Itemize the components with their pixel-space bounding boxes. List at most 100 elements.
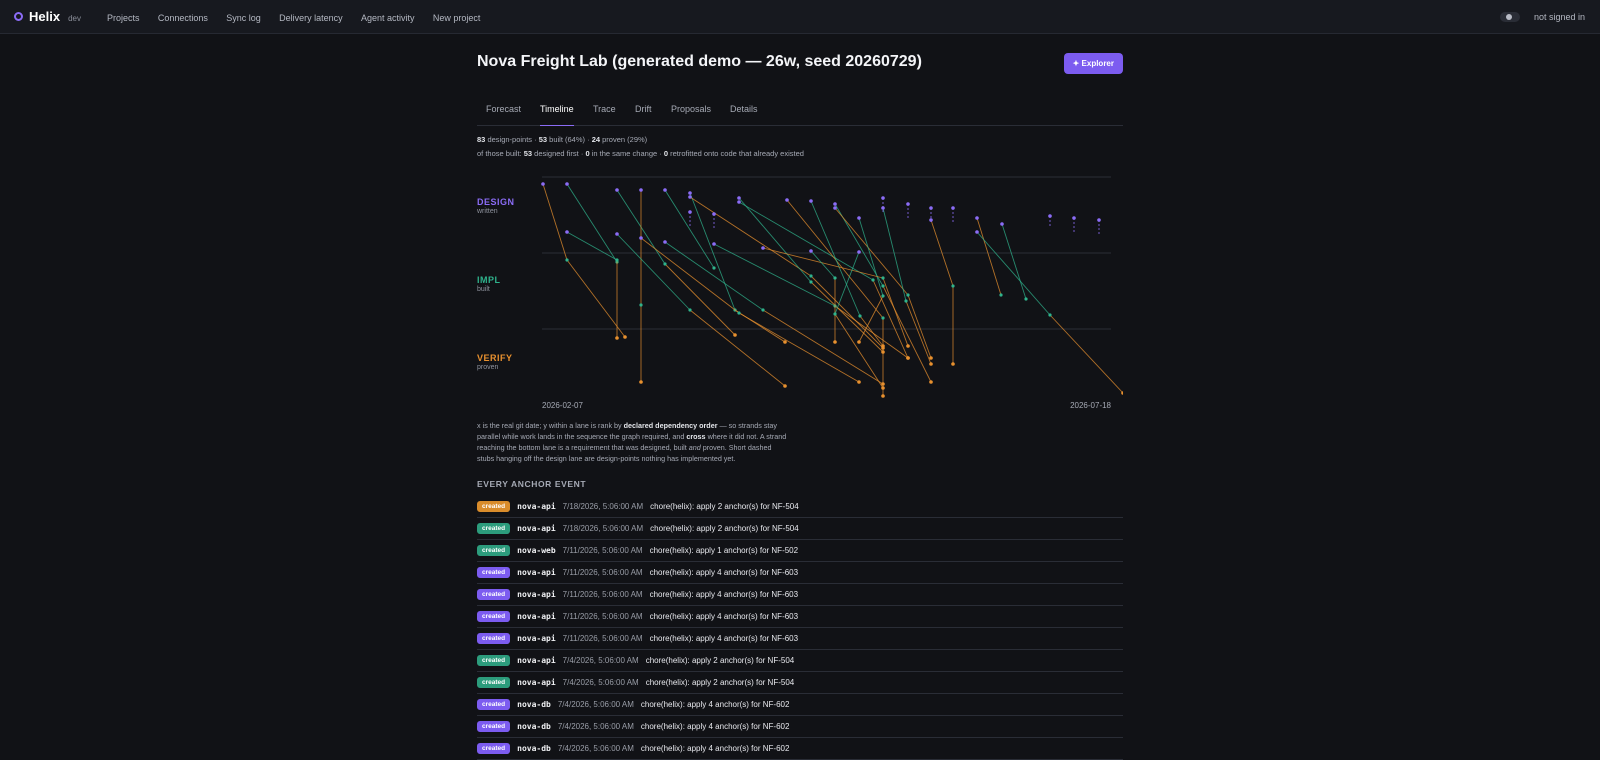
lane-verify-sub: proven xyxy=(477,364,499,371)
strand-impl-verify xyxy=(859,315,884,347)
explain-text-3: where it did not. A strand reaching the … xyxy=(477,432,787,452)
stat-designed-first-label: designed first xyxy=(534,149,579,158)
signin-status[interactable]: not signed in xyxy=(1533,12,1585,22)
event-repo: nova-db xyxy=(517,744,551,753)
design-point xyxy=(712,212,716,216)
design-point xyxy=(857,250,861,254)
strand-design-impl xyxy=(976,217,1002,296)
nav-sync-log[interactable]: Sync log xyxy=(226,12,261,23)
tab-proposals[interactable]: Proposals xyxy=(671,104,712,114)
tab-details[interactable]: Details xyxy=(730,104,758,114)
event-message: chore(helix): apply 4 anchor(s) for NF-6… xyxy=(640,744,790,753)
impl-point xyxy=(615,258,619,262)
design-point xyxy=(639,236,643,240)
design-point xyxy=(737,200,741,204)
nav-projects[interactable]: Projects xyxy=(106,12,140,23)
event-badge: created xyxy=(477,633,511,644)
event-message: chore(helix): apply 4 anchor(s) for NF-6… xyxy=(640,722,790,731)
brand[interactable]: Helix dev xyxy=(14,9,81,24)
verify-point xyxy=(623,335,627,339)
strand-design-impl xyxy=(810,250,836,279)
strand-impl-verify xyxy=(738,312,860,383)
stat-built-label: built (64%) xyxy=(549,135,586,144)
lane-design-sub: written xyxy=(477,208,498,215)
event-row[interactable]: created nova-api 7/18/2026, 5:06:00 AM chor… xyxy=(477,518,1123,540)
event-timestamp: 7/11/2026, 5:06:00 AM xyxy=(562,634,643,643)
verify-point xyxy=(881,394,885,398)
event-row[interactable]: created nova-api 7/4/2026, 5:06:00 AM chore… xyxy=(477,672,1123,694)
lane-verify-title: VERIFY xyxy=(477,353,513,363)
design-point xyxy=(565,182,569,186)
impl-point xyxy=(904,299,908,303)
nav-new-project[interactable]: New project xyxy=(432,12,481,23)
explain-text-2: — so strands stay parallel while work la… xyxy=(477,421,778,441)
events-list: created nova-api 7/18/2026, 5:06:00 AM chor… xyxy=(477,496,1123,760)
event-timestamp: 7/11/2026, 5:06:00 AM xyxy=(562,612,643,621)
event-message: chore(helix): apply 4 anchor(s) for NF-6… xyxy=(649,568,799,577)
lane-impl-sub: built xyxy=(477,286,490,293)
strand-impl-verify xyxy=(905,300,932,365)
impl-point xyxy=(639,303,643,307)
impl-point xyxy=(951,284,955,288)
stat-proven: 24 xyxy=(591,135,601,144)
strand-impl-verify xyxy=(689,309,786,387)
event-message: chore(helix): apply 2 anchor(s) for NF-5… xyxy=(650,524,799,533)
design-point xyxy=(857,216,861,220)
event-badge: created xyxy=(477,677,511,688)
design-point xyxy=(615,232,619,236)
event-row[interactable]: created nova-db 7/4/2026, 5:06:00 AM chore(… xyxy=(477,694,1123,716)
tab-drift[interactable]: Drift xyxy=(635,104,652,114)
event-repo: nova-api xyxy=(517,612,556,621)
event-message: chore(helix): apply 1 anchor(s) for NF-5… xyxy=(649,546,799,555)
stat-retrofitted: 0 xyxy=(663,149,669,158)
event-row[interactable]: created nova-api 7/11/2026, 5:06:00 AM chor… xyxy=(477,606,1123,628)
impl-point xyxy=(881,294,885,298)
explain-text-1: x is the real git date; y within a lane … xyxy=(477,421,622,430)
event-timestamp: 7/4/2026, 5:06:00 AM xyxy=(557,700,634,709)
nav-delivery-latency[interactable]: Delivery latency xyxy=(279,12,343,23)
explorer-button[interactable]: ✦ Explorer xyxy=(1063,53,1123,74)
verify-point xyxy=(881,382,885,386)
nav-connections[interactable]: Connections xyxy=(157,12,208,23)
event-row[interactable]: created nova-api 7/11/2026, 5:06:00 AM chor… xyxy=(477,628,1123,650)
tab-timeline[interactable]: Timeline xyxy=(540,98,574,126)
verify-point xyxy=(833,340,837,344)
x-axis-end-label: 2026-07-18 xyxy=(1070,401,1111,410)
event-row[interactable]: created nova-db 7/4/2026, 5:06:00 AM chore(… xyxy=(477,716,1123,738)
main-nav: Projects Connections Sync log Delivery l… xyxy=(107,10,495,24)
event-row[interactable]: created nova-api 7/18/2026, 5:06:00 AM chor… xyxy=(477,496,1123,518)
toggle-knob xyxy=(1505,14,1512,20)
events-heading: EVERY ANCHOR EVENT xyxy=(477,479,587,489)
strand-design-impl xyxy=(858,217,884,297)
stat-line2-prefix: of those built: xyxy=(477,149,522,158)
main-content: Nova Freight Lab (generated demo — 26w, … xyxy=(477,34,1123,760)
theme-toggle[interactable] xyxy=(1499,12,1520,22)
tab-trace[interactable]: Trace xyxy=(593,104,616,114)
event-row[interactable]: created nova-web 7/11/2026, 5:06:00 AM chor… xyxy=(477,540,1123,562)
strand-impl-verify xyxy=(664,263,736,336)
strand-design-impl xyxy=(834,207,909,296)
design-point xyxy=(975,230,979,234)
nav-agent-activity[interactable]: Agent activity xyxy=(360,12,415,23)
verify-point xyxy=(906,344,910,348)
timeline-chart: DESIGN written IMPL built VERIFY proven … xyxy=(477,168,1123,420)
impl-point xyxy=(871,278,875,282)
event-timestamp: 7/11/2026, 5:06:00 AM xyxy=(562,590,643,599)
design-point xyxy=(663,240,667,244)
event-row[interactable]: created nova-api 7/11/2026, 5:06:00 AM chor… xyxy=(477,584,1123,606)
event-row[interactable]: created nova-db 7/4/2026, 5:06:00 AM chore(… xyxy=(477,738,1123,760)
event-repo: nova-api xyxy=(517,678,556,687)
event-badge: created xyxy=(477,721,511,732)
strand-impl-verify xyxy=(810,275,884,349)
stat-retrofitted-label: retrofitted onto code that already exist… xyxy=(670,149,804,158)
event-repo: nova-api xyxy=(517,524,556,533)
event-row[interactable]: created nova-api 7/11/2026, 5:06:00 AM chor… xyxy=(477,562,1123,584)
event-timestamp: 7/18/2026, 5:06:00 AM xyxy=(562,524,644,533)
design-point xyxy=(639,188,643,192)
strand-impl-verify xyxy=(810,281,884,353)
strand-impl-verify xyxy=(834,313,884,389)
impl-point xyxy=(712,266,716,270)
tab-forecast[interactable]: Forecast xyxy=(486,104,522,114)
event-row[interactable]: created nova-api 7/4/2026, 5:06:00 AM chore… xyxy=(477,650,1123,672)
strand-impl-verify xyxy=(762,309,884,385)
